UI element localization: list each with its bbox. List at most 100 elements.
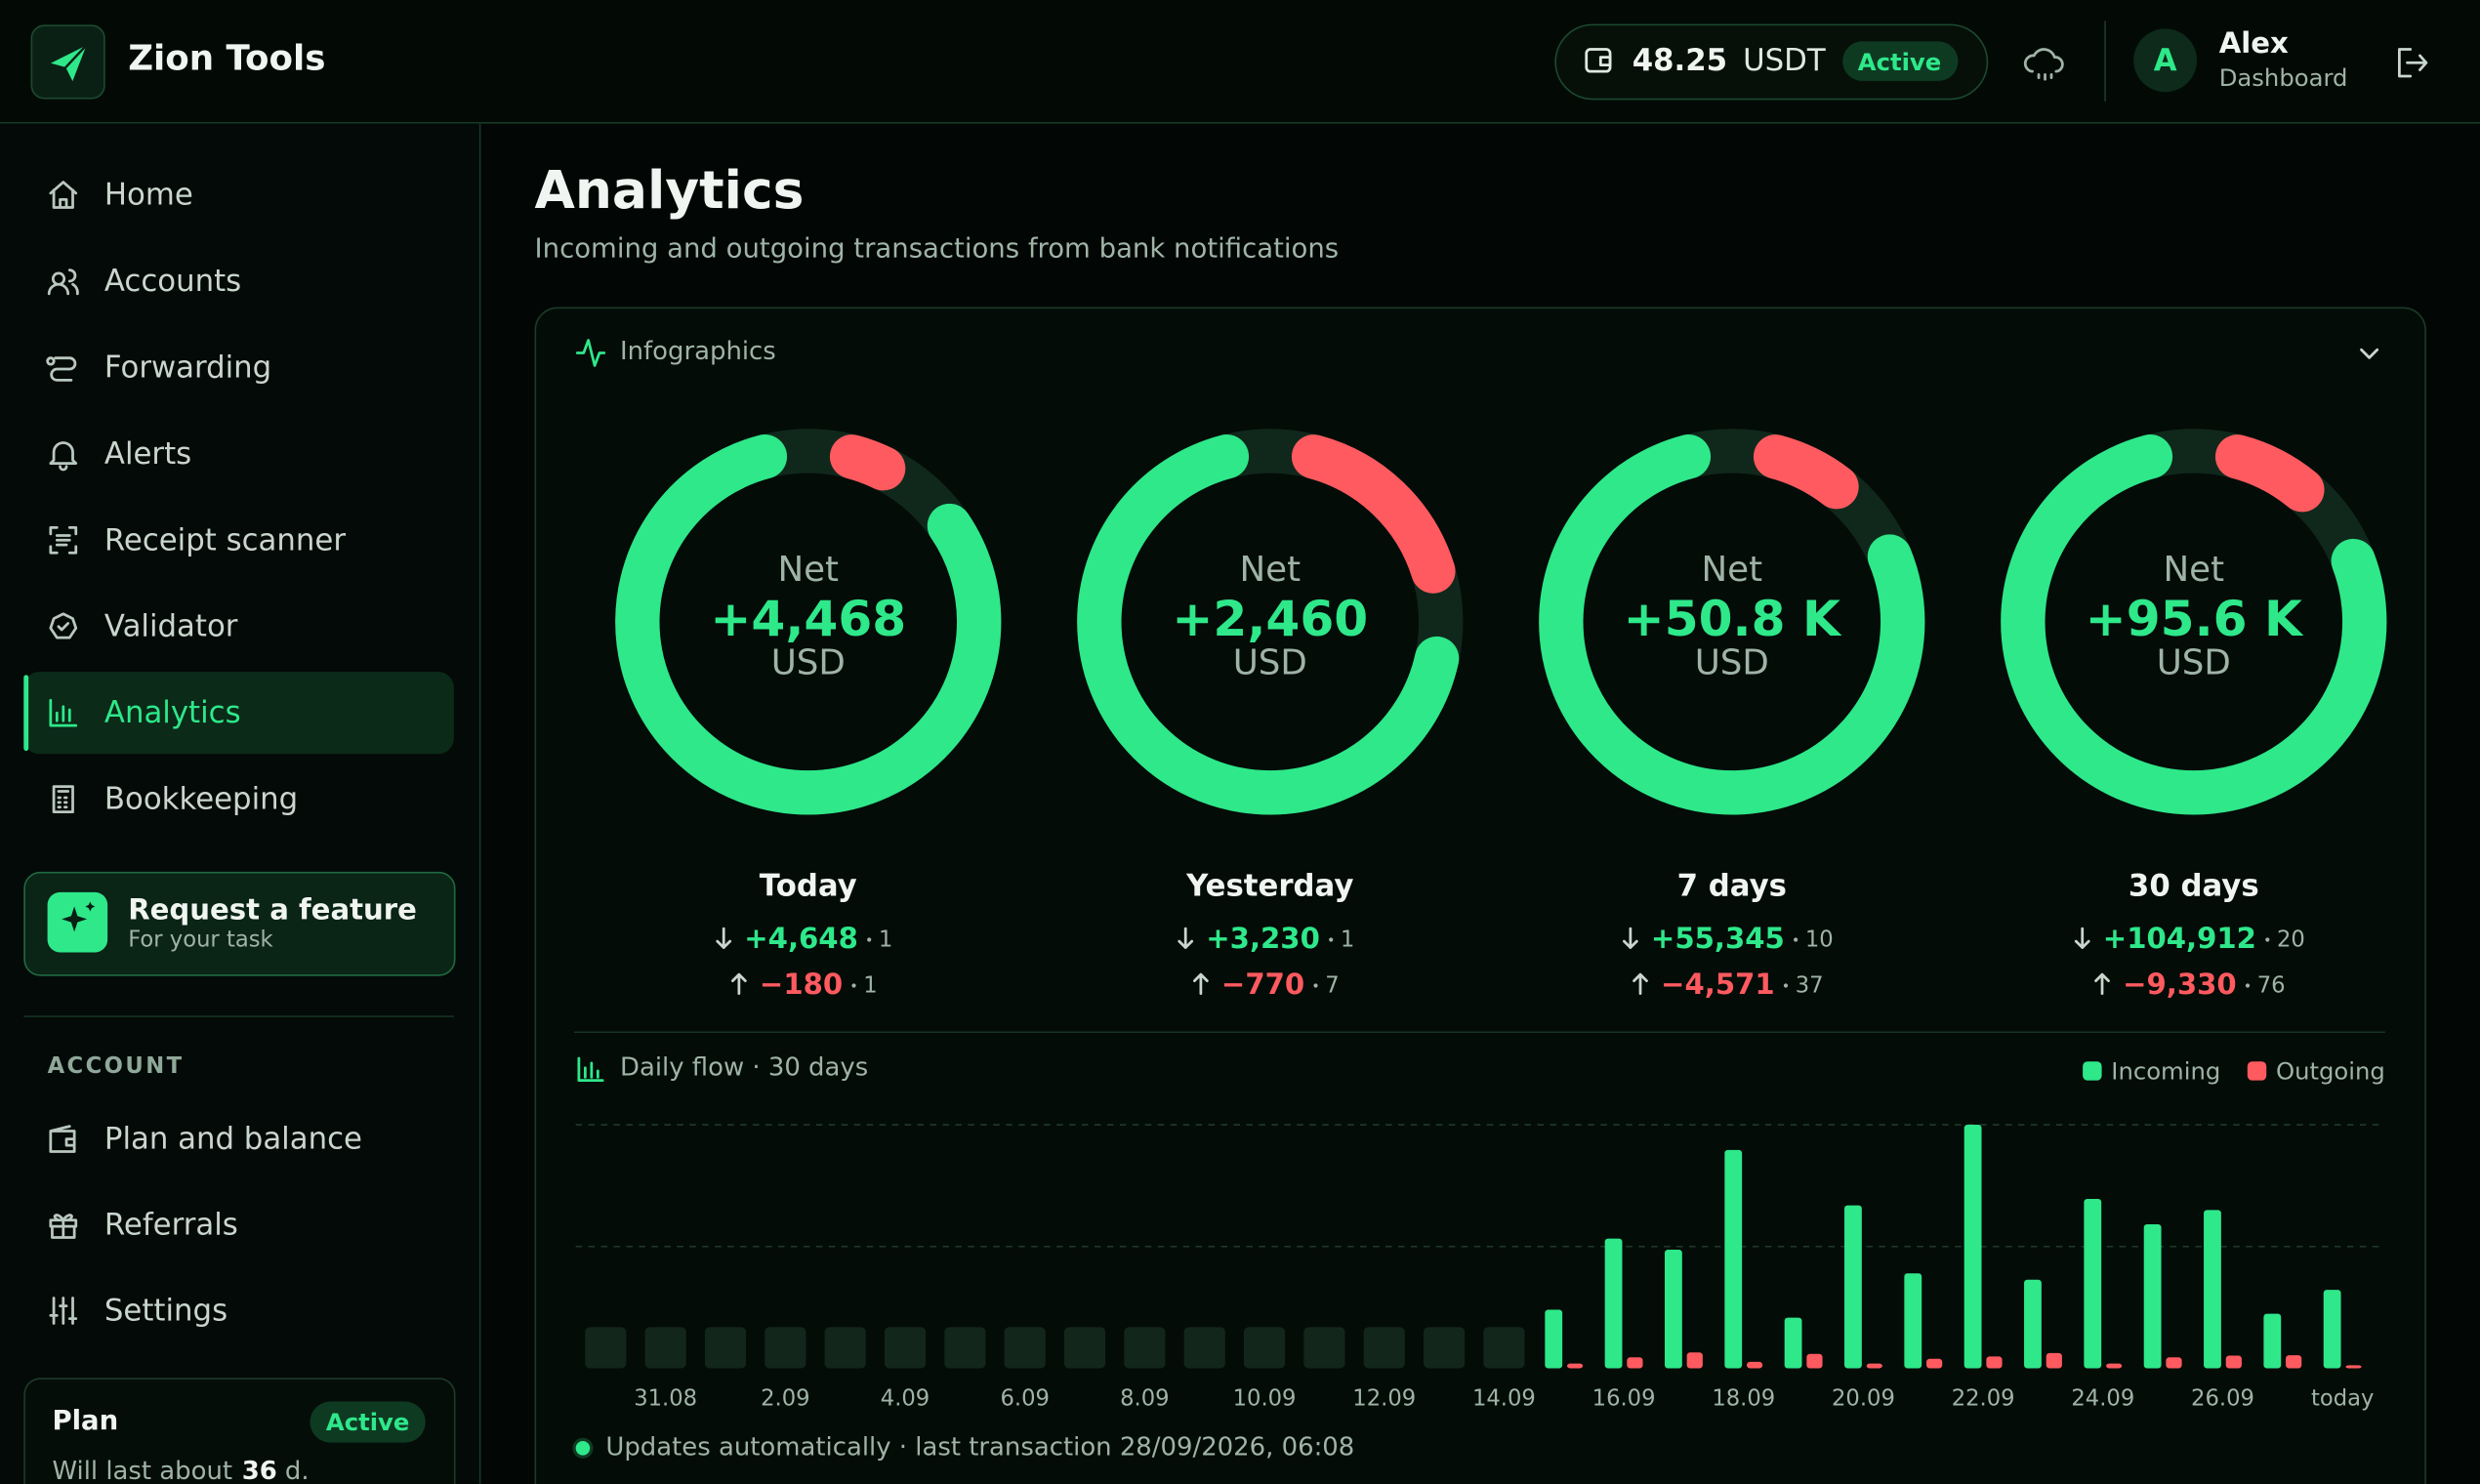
- bar-outgoing: [1627, 1357, 1643, 1369]
- separator-dot: [2265, 937, 2270, 942]
- live-dot: [572, 1437, 594, 1459]
- plan-title: Plan: [52, 1405, 118, 1436]
- incoming-row: +104,912 20: [2074, 922, 2305, 955]
- feature-subtitle: For your task: [128, 927, 273, 952]
- status-text: Active: [1858, 48, 1941, 76]
- bar-incoming: [1604, 1238, 1623, 1369]
- nav-item[interactable]: Validator: [104, 609, 238, 644]
- balance-currency: USDT: [1743, 43, 1826, 78]
- nav-item[interactable]: Receipt scanner: [104, 522, 346, 557]
- empty-day: [824, 1327, 866, 1369]
- brand[interactable]: Zion Tools: [128, 39, 325, 79]
- feature-icon: [62, 901, 96, 932]
- outgoing-total: −180: [760, 968, 843, 1001]
- nav-item[interactable]: Alerts: [104, 436, 191, 472]
- bar-incoming: [1963, 1125, 1982, 1369]
- outgoing-total: −4,571: [1661, 968, 1775, 1001]
- legend-label: Incoming: [2111, 1056, 2220, 1085]
- logout-icon[interactable]: [2398, 48, 2428, 78]
- nav-item[interactable]: Referrals: [104, 1208, 238, 1243]
- bar-outgoing: [1566, 1363, 1584, 1369]
- plan-status: Active: [326, 1408, 409, 1436]
- arrow-up: [731, 972, 747, 995]
- donut-unit: USD: [2157, 643, 2231, 683]
- bar-incoming: [1545, 1309, 1563, 1369]
- section-label: ACCOUNT: [48, 1053, 185, 1079]
- feature-card[interactable]: [23, 871, 456, 976]
- bar-outgoing: [2286, 1355, 2302, 1369]
- donut-net: +95.6 K: [2086, 590, 2304, 647]
- bar-incoming: [1664, 1250, 1682, 1369]
- logo-icon: [44, 40, 91, 88]
- donut-period: 7 days: [1677, 868, 1787, 903]
- empty-day: [1483, 1327, 1525, 1369]
- feature-title: Request a feature: [128, 893, 417, 927]
- incoming-count: 20: [2277, 927, 2305, 952]
- nav-item[interactable]: Plan and balance: [104, 1122, 362, 1157]
- empty-day: [1063, 1327, 1106, 1369]
- account-nav: Plan and balance Referrals Settings: [49, 1122, 362, 1329]
- arrow-down: [716, 927, 732, 949]
- legend-swatch: [2247, 1061, 2267, 1081]
- x-tick-label: 26.09: [2191, 1385, 2254, 1411]
- empty-day: [1303, 1327, 1345, 1369]
- nav-icon: [52, 785, 74, 813]
- nav-item[interactable]: Settings: [104, 1294, 227, 1329]
- incoming-row: +3,230 1: [1178, 922, 1354, 955]
- donut-unit: USD: [1695, 643, 1769, 683]
- x-tick-label: today: [2311, 1385, 2374, 1411]
- bar-outgoing: [1806, 1353, 1823, 1369]
- x-tick-label: 8.09: [1120, 1385, 1169, 1411]
- incoming-count: 1: [879, 927, 892, 952]
- bar-incoming: [1904, 1273, 1922, 1369]
- donut-label: Net: [777, 550, 839, 590]
- bar-outgoing: [1926, 1358, 1943, 1369]
- bar-outgoing: [2046, 1352, 2062, 1369]
- x-tick-label: 2.09: [761, 1385, 809, 1411]
- nav-item[interactable]: Accounts: [104, 264, 241, 299]
- x-tick-label: 31.08: [634, 1385, 697, 1411]
- empty-day: [1183, 1327, 1225, 1369]
- donut-unit: USD: [771, 643, 846, 683]
- avatar[interactable]: [2133, 28, 2198, 93]
- separator-dot: [851, 983, 856, 988]
- outgoing-row: −180 1: [731, 968, 878, 1001]
- bar-outgoing: [2345, 1365, 2362, 1369]
- donut-period: 30 days: [2129, 868, 2259, 903]
- plan-days: 36: [242, 1457, 277, 1484]
- nav-item[interactable]: Analytics: [104, 695, 241, 730]
- incoming-count: 10: [1805, 927, 1834, 952]
- nav-item[interactable]: Bookkeeping: [104, 782, 298, 817]
- nav-item[interactable]: Forwarding: [104, 350, 271, 385]
- nav-icon: [47, 268, 79, 296]
- empty-day: [1363, 1327, 1405, 1369]
- cloud-icon[interactable]: [2023, 48, 2064, 81]
- topbar: [0, 0, 2480, 122]
- footer-status: Updates automatically · last transaction…: [605, 1432, 1354, 1462]
- outgoing-count: 1: [863, 972, 877, 998]
- collapse-chevron[interactable]: [2360, 348, 2379, 359]
- donut-incoming: [2001, 429, 2387, 815]
- panel-title[interactable]: Infographics: [620, 337, 776, 366]
- separator-dot: [867, 937, 872, 942]
- empty-day: [884, 1327, 927, 1369]
- nav-icon: [49, 1125, 76, 1153]
- arrow-up: [1193, 972, 1209, 995]
- plan-unit: d.: [285, 1457, 310, 1484]
- sidebar: [0, 123, 479, 1484]
- nav-icon: [46, 356, 77, 382]
- chart-title: Daily flow · 30 days: [620, 1053, 868, 1083]
- nav-item[interactable]: Home: [104, 178, 193, 213]
- arrow-down: [1178, 927, 1194, 949]
- separator-dot: [1783, 983, 1789, 988]
- arrow-up: [1633, 972, 1648, 995]
- panel: [534, 307, 2426, 1484]
- nav: Home Accounts Forwarding Alerts Receipt scan…: [23, 178, 454, 817]
- page-title: Analytics: [535, 159, 805, 221]
- donut-label: Net: [1702, 550, 1763, 590]
- empty-day: [1424, 1327, 1466, 1369]
- donut-label: Net: [2164, 550, 2225, 590]
- x-tick-label: 10.09: [1233, 1385, 1297, 1411]
- bar-chart: 31.08 2.09 4.09 6.09 8.09 10.09 12.09 14.09 16.0…: [575, 1056, 2385, 1411]
- outgoing-count: 7: [1325, 972, 1339, 998]
